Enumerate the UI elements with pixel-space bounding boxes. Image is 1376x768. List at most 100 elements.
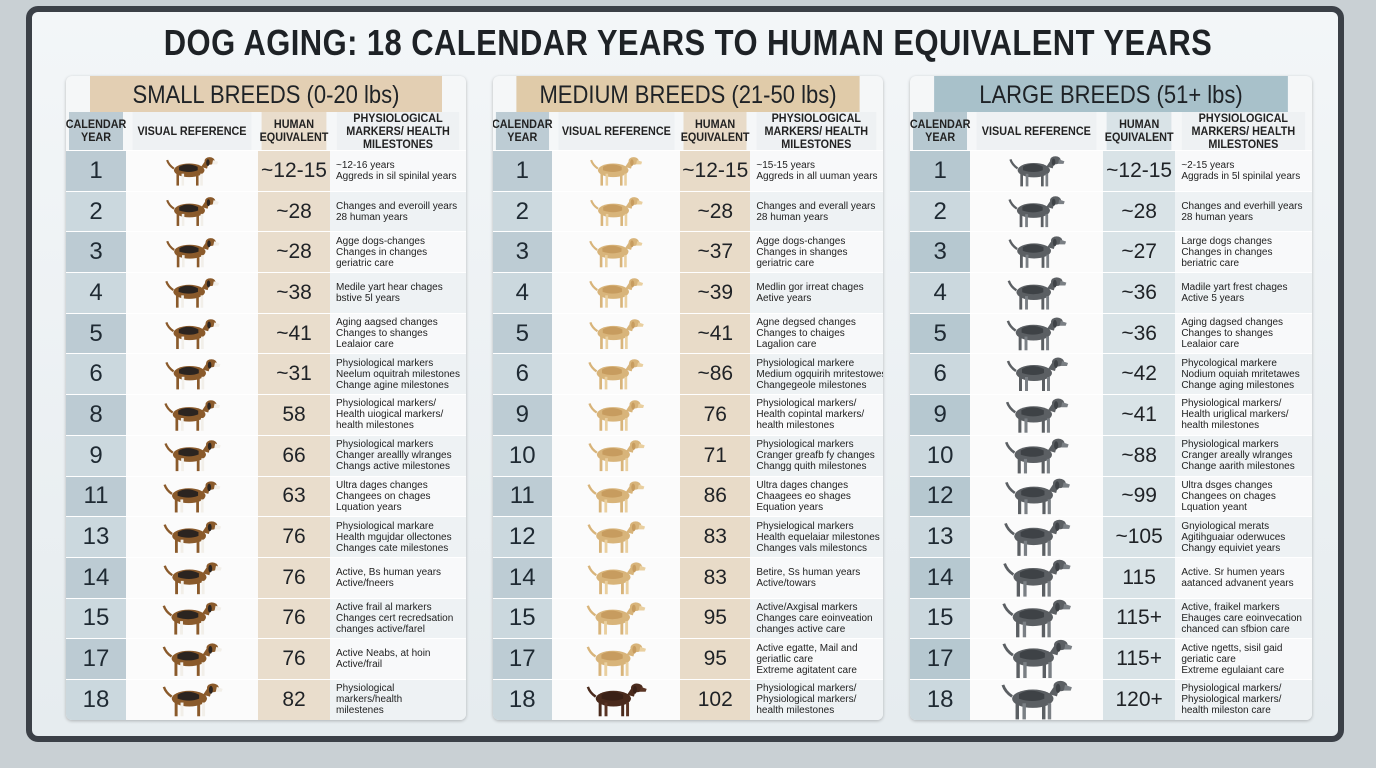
marker-line: Ultra dages changes bbox=[756, 479, 849, 491]
breed-panel: LARGE BREEDS (51+ lbs) CALENDAR YEAR VISUA… bbox=[910, 76, 1312, 720]
marker-line: Physiological markers/ bbox=[756, 398, 857, 410]
marker-line: Lquation yeant bbox=[1181, 501, 1247, 513]
marker-line: Physiological markers bbox=[1181, 439, 1279, 451]
calendar-year: 9 bbox=[910, 395, 971, 435]
table-row: 6 ~42 Phycological markere Nodium oquiah m… bbox=[910, 353, 1312, 395]
dog-illustration bbox=[1002, 640, 1072, 679]
calendar-year: 15 bbox=[493, 598, 552, 639]
marker-line: Physiological bbox=[336, 683, 395, 695]
marker-line: Cranger areally wlranges bbox=[1181, 450, 1293, 462]
visual-reference bbox=[551, 557, 681, 598]
visual-reference bbox=[126, 639, 258, 679]
marker-line: Active, Bs human years bbox=[336, 566, 442, 578]
dog-illustration bbox=[1003, 559, 1071, 597]
dog-illustration bbox=[586, 683, 647, 717]
marker-line: 28 human years bbox=[756, 211, 829, 223]
marker-line: Changg quith milestones bbox=[756, 461, 867, 473]
health-markers: Physiological markere Medium ogquirih mri… bbox=[750, 354, 883, 395]
calendar-year: 3 bbox=[493, 232, 552, 273]
marker-line: beriatric care bbox=[1181, 257, 1240, 269]
health-markers: Physiological markers/Physiological mark… bbox=[750, 679, 883, 720]
marker-line: Changes cate milestones bbox=[336, 542, 449, 554]
marker-line: changes active/farel bbox=[336, 623, 425, 635]
calendar-year: 6 bbox=[910, 354, 971, 395]
dog-illustration bbox=[1007, 317, 1068, 351]
dog-illustration bbox=[587, 521, 645, 554]
marker-line: health mileston care bbox=[1181, 705, 1271, 717]
dog-illustration bbox=[164, 440, 221, 472]
dog-illustration bbox=[1006, 357, 1068, 392]
marker-line: Physiological markere bbox=[756, 357, 855, 369]
dog-illustration bbox=[163, 521, 222, 554]
marker-line: aatanced advanent years bbox=[1181, 577, 1294, 589]
human-equivalent: ~12-15 bbox=[258, 151, 330, 191]
health-markers: Medile yart hear chages bstive 5l years bbox=[330, 273, 466, 313]
column-header: CALENDAR YEAR bbox=[910, 112, 970, 150]
visual-reference bbox=[551, 354, 681, 395]
calendar-year: 12 bbox=[910, 476, 971, 517]
calendar-year: 6 bbox=[66, 354, 126, 395]
human-equivalent: ~86 bbox=[680, 354, 751, 395]
visual-reference bbox=[551, 435, 681, 476]
table-row: 4 ~38 Medile yart hear chages bstive 5l ye… bbox=[66, 272, 466, 313]
visual-reference bbox=[970, 598, 1103, 639]
calendar-year: 4 bbox=[66, 273, 126, 313]
marker-line: Gnyiological merats bbox=[1181, 520, 1270, 532]
dog-illustration bbox=[165, 237, 219, 267]
table-row: 13 ~105 Gnyiological merats Agitihguaiar o… bbox=[910, 516, 1312, 557]
marker-line: Changees on chages bbox=[1181, 490, 1276, 502]
column-header: CALENDAR YEAR bbox=[493, 112, 553, 150]
calendar-year: 14 bbox=[66, 557, 126, 598]
visual-reference bbox=[970, 679, 1103, 720]
column-header: CALENDAR YEAR bbox=[66, 112, 126, 150]
table-row: 13 76 Physiological markare Health mgujdar… bbox=[66, 516, 466, 557]
calendar-year: 11 bbox=[493, 476, 552, 517]
dog-illustration bbox=[1009, 155, 1065, 187]
marker-line: Agge dogs-changes bbox=[756, 235, 846, 247]
visual-reference bbox=[970, 151, 1103, 191]
dog-illustration bbox=[163, 480, 221, 513]
marker-line: ~2-15 years bbox=[1181, 159, 1235, 171]
marker-line: Changes vals milestoncs bbox=[756, 542, 867, 554]
marker-line: health milestones bbox=[1181, 420, 1260, 432]
column-header-row: CALENDAR YEAR VISUAL REFERENCE HUMAN EQUIV… bbox=[493, 111, 883, 150]
table-row: 14 83 Betire, Ss human years Active/towars bbox=[493, 556, 883, 598]
panel-title: MEDIUM BREEDS (21-50 lbs) bbox=[516, 76, 860, 112]
calendar-year: 9 bbox=[66, 435, 126, 476]
dog-illustration bbox=[1008, 196, 1066, 228]
column-header: HUMAN EQUIVALENT bbox=[1105, 112, 1174, 150]
dog-illustration bbox=[1007, 277, 1067, 310]
dog-illustration bbox=[166, 197, 219, 227]
visual-reference bbox=[551, 517, 681, 557]
marker-line: Physiological markers/ bbox=[336, 398, 437, 410]
human-equivalent: ~36 bbox=[1102, 313, 1176, 354]
marker-line: Change aarith milestones bbox=[1181, 461, 1295, 473]
calendar-year: 3 bbox=[66, 232, 126, 273]
table-row: 8 58 Physiological markers/Health uiogica… bbox=[66, 394, 466, 435]
panel-title: SMALL BREEDS (0-20 lbs) bbox=[90, 76, 442, 112]
table-row: 12 ~99 Ultra dsges changes Changees on cha… bbox=[910, 475, 1312, 517]
table-row: 5 ~36 Aging dagsed changes Changes to shan… bbox=[910, 312, 1312, 354]
calendar-year: 4 bbox=[910, 273, 971, 313]
visual-reference bbox=[551, 395, 681, 435]
table-row: 11 86 Ultra dages changes Chaagees eo shag… bbox=[493, 475, 883, 517]
marker-line: Agne degsed changes bbox=[756, 317, 856, 329]
human-equivalent: ~41 bbox=[1102, 395, 1176, 435]
health-markers: Physiological markare Health mgujdar olle… bbox=[330, 517, 466, 557]
page-title: DOG AGING: 18 CALENDAR YEARS TO HUMAN EQ… bbox=[163, 22, 1213, 63]
column-header: PHYSIOLOGICAL MARKERS/ HEALTH MILESTONES bbox=[336, 111, 460, 150]
visual-reference bbox=[551, 639, 681, 679]
calendar-year: 1 bbox=[493, 151, 552, 191]
health-markers: Aging aagsed changes Changes to shanges Le… bbox=[330, 313, 466, 354]
health-markers: Active/Axgisal markers Changes care eoinv… bbox=[750, 598, 883, 639]
calendar-year: 9 bbox=[493, 395, 552, 435]
health-markers: Agne degsed changes Changes to chaiges Lag… bbox=[750, 313, 883, 354]
human-equivalent: ~99 bbox=[1102, 476, 1176, 517]
marker-line: Equation years bbox=[756, 501, 824, 513]
human-equivalent: ~28 bbox=[1102, 191, 1176, 232]
visual-reference bbox=[126, 476, 258, 517]
marker-line: Extreme agitatent care bbox=[756, 664, 857, 676]
calendar-year: 5 bbox=[910, 313, 971, 354]
visual-reference bbox=[126, 557, 258, 598]
